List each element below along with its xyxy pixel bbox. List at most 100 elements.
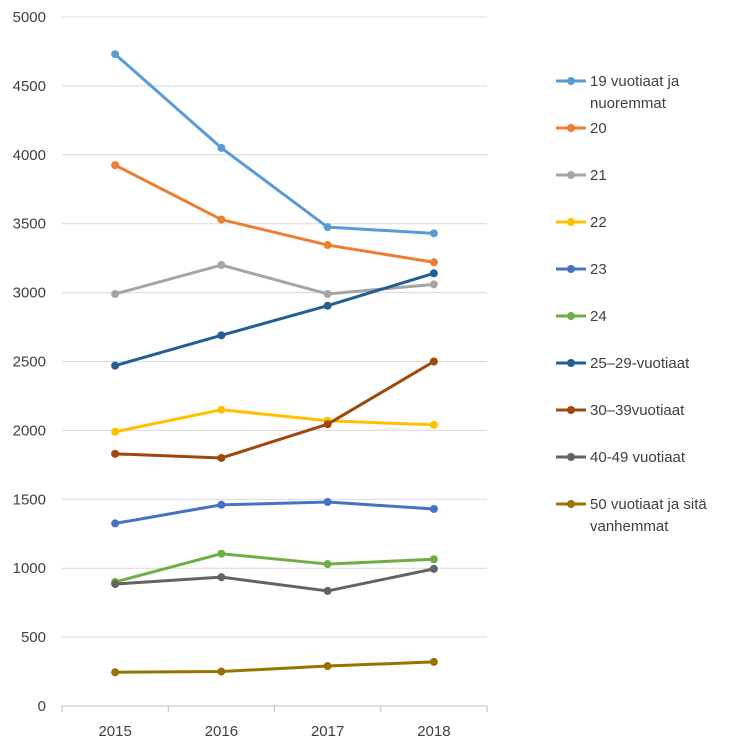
data-point [429,357,438,366]
data-point [217,453,226,462]
x-axis: 2015 2016 2017 2018 [61,706,488,740]
data-point [111,668,120,677]
legend-label: vanhemmat [590,518,669,535]
data-point [217,573,226,582]
legend-swatch-marker [567,312,575,320]
data-point [111,427,120,436]
data-point [323,560,332,569]
legend-swatch-marker [567,406,575,414]
y-tick-label: 3000 [13,285,46,302]
data-point [323,289,332,298]
legend-item: 30–39vuotiaat [556,402,685,419]
y-tick-label: 3500 [13,216,46,233]
series-8 [111,564,438,595]
data-point [323,301,332,310]
series-0 [111,50,438,238]
y-tick-label: 500 [21,629,46,646]
data-point [429,564,438,573]
series-line [113,408,436,434]
x-tick-label: 2015 [98,723,131,740]
series-line [113,360,436,460]
legend-swatch-marker [567,265,575,273]
data-point [429,657,438,666]
y-axis: 0 500 1000 1500 2000 2500 3000 3500 4000 4500 5000 [13,9,46,715]
series-3 [111,405,438,436]
legend-item: 21 [556,167,607,184]
data-point [323,586,332,595]
x-tick-label: 2018 [417,723,450,740]
series-4 [111,498,438,528]
data-point [323,223,332,232]
legend-label: 25–29-vuotiaat [590,355,690,372]
legend-item: 19 vuotiaat ja nuoremmat [556,73,680,112]
series-line [113,271,436,368]
data-point [111,289,120,298]
data-point [323,241,332,250]
legend-item: 50 vuotiaat ja sitä vanhemmat [556,496,707,535]
data-point [111,580,120,589]
data-point [323,662,332,671]
data-point [217,500,226,509]
legend-label: 24 [590,308,607,325]
legend-label: 50 vuotiaat ja sitä [590,496,707,513]
legend-label: 20 [590,120,607,137]
series-line [113,567,436,593]
series-9 [111,657,438,677]
legend-item: 24 [556,308,607,325]
series-line [113,163,436,264]
data-point [323,498,332,507]
legend-item: 23 [556,261,607,278]
series-line [113,660,436,674]
legend-swatch-marker [567,124,575,132]
y-tick-label: 2500 [13,354,46,371]
legend-label: 21 [590,167,607,184]
data-point [429,280,438,289]
y-tick-label: 0 [38,698,46,715]
legend-swatch-marker [567,453,575,461]
y-tick-label: 4500 [13,78,46,95]
plot-area [111,50,438,677]
x-tick-label: 2016 [205,723,238,740]
y-tick-label: 2000 [13,422,46,439]
y-tick-label: 1000 [13,560,46,577]
data-point [217,405,226,414]
y-tick-label: 5000 [13,9,46,26]
legend-item: 25–29-vuotiaat [556,355,690,372]
x-tick-label: 2017 [311,723,344,740]
data-point [111,449,120,458]
legend-item: 22 [556,214,607,231]
data-point [217,143,226,152]
legend-item: 40-49 vuotiaat [556,449,686,466]
legend-label: 22 [590,214,607,231]
data-point [429,420,438,429]
data-point [111,361,120,370]
data-point [429,229,438,238]
legend: 19 vuotiaat ja nuoremmat 20 21 22 23 24 25–29-v… [556,73,707,535]
series-line [113,500,436,525]
data-point [217,549,226,558]
legend-swatch-marker [567,218,575,226]
series-line [113,552,436,584]
series-line [113,263,436,296]
series-line [113,52,436,235]
y-tick-label: 4000 [13,147,46,164]
data-point [111,519,120,528]
data-point [429,504,438,513]
series-6 [111,269,438,370]
data-point [429,555,438,564]
series-7 [111,357,438,462]
data-point [217,261,226,270]
legend-label: 40-49 vuotiaat [590,449,686,466]
data-point [217,215,226,224]
data-point [323,420,332,429]
data-point [111,161,120,170]
data-point [111,50,120,59]
legend-label: 30–39vuotiaat [590,402,685,419]
series-1 [111,161,438,267]
data-point [429,269,438,278]
data-point [429,258,438,267]
legend-label: 19 vuotiaat ja [590,73,680,90]
legend-label: nuoremmat [590,95,667,112]
legend-swatch-marker [567,171,575,179]
